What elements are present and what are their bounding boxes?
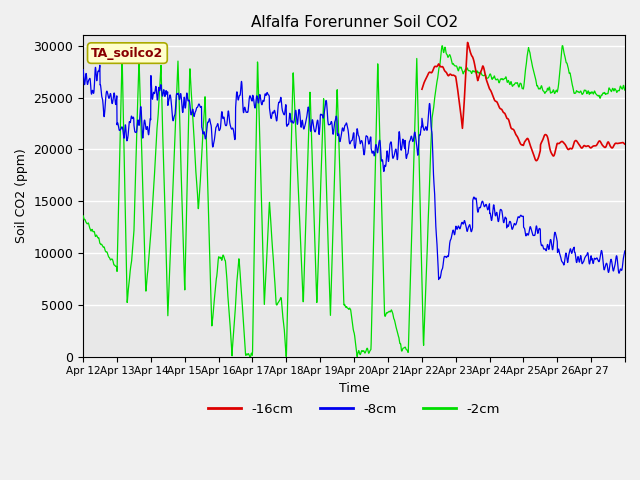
-2cm — [251, 235, 259, 241]
-8cm — [548, 245, 556, 251]
-2cm — [518, 83, 525, 88]
-2cm — [548, 90, 556, 96]
-8cm — [79, 67, 87, 72]
-16cm — [517, 142, 525, 147]
Line: -8cm: -8cm — [83, 65, 625, 279]
X-axis label: Time: Time — [339, 382, 369, 395]
-8cm — [435, 276, 442, 282]
Line: -2cm: -2cm — [83, 46, 625, 357]
-2cm — [387, 308, 394, 314]
-2cm — [438, 43, 446, 48]
Y-axis label: Soil CO2 (ppm): Soil CO2 (ppm) — [15, 149, 28, 243]
Text: TA_soilco2: TA_soilco2 — [92, 47, 164, 60]
-8cm — [251, 103, 259, 109]
-8cm — [621, 248, 629, 254]
-2cm — [246, 354, 254, 360]
-16cm — [621, 142, 629, 147]
-2cm — [133, 114, 141, 120]
-8cm — [518, 213, 525, 219]
-2cm — [614, 88, 621, 94]
-8cm — [96, 62, 104, 68]
-2cm — [621, 87, 629, 93]
-16cm — [548, 151, 556, 156]
Title: Alfalfa Forerunner Soil CO2: Alfalfa Forerunner Soil CO2 — [250, 15, 458, 30]
Legend: -16cm, -8cm, -2cm: -16cm, -8cm, -2cm — [203, 397, 506, 421]
-8cm — [134, 120, 141, 125]
-16cm — [613, 141, 621, 146]
-8cm — [614, 261, 621, 267]
-2cm — [79, 213, 87, 218]
Line: -16cm: -16cm — [422, 42, 625, 161]
-8cm — [387, 140, 394, 145]
